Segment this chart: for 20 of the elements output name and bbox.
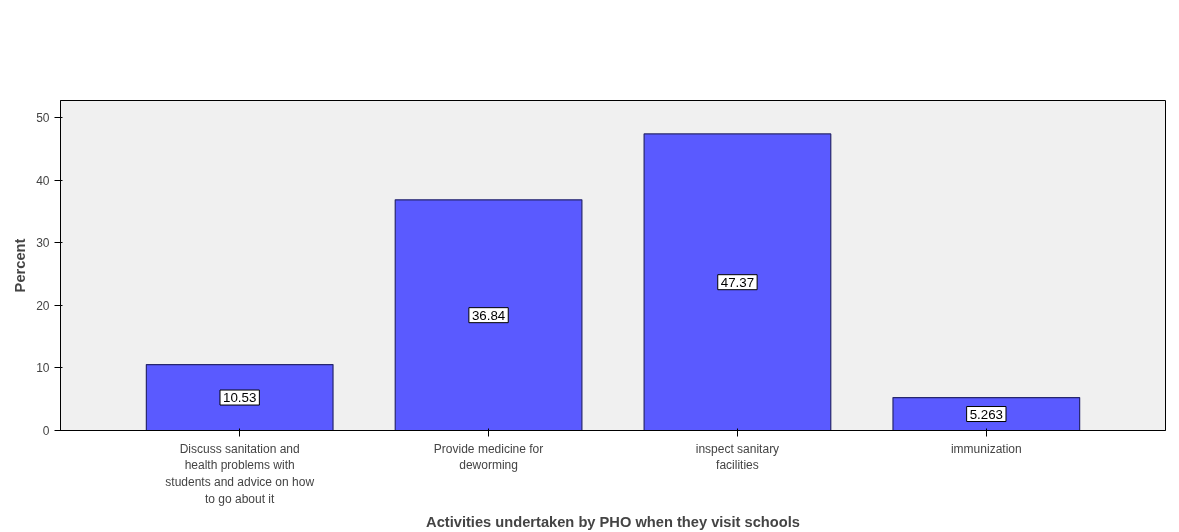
data-label: 47.37 — [720, 274, 755, 290]
y-tick-label: 20 — [36, 298, 50, 313]
x-tick-label: inspect sanitary facilities — [695, 441, 780, 473]
bar — [145, 363, 334, 431]
y-tick-label: 30 — [36, 236, 50, 251]
y-axis-title: Percent — [12, 238, 29, 293]
x-axis-title: Activities undertaken by PHO when they visit schools — [426, 513, 800, 530]
x-tick-label: Discuss sanitation and health problems with students and advice on how to go about it — [165, 441, 315, 506]
data-label: 36.84 — [471, 307, 506, 323]
y-tick-label: 0 — [42, 424, 50, 438]
data-label: 10.53 — [223, 390, 257, 406]
x-tick-label: Provide medicine for deworming — [433, 441, 544, 473]
bar — [892, 396, 1081, 431]
bar — [394, 199, 583, 431]
y-tick-label: 40 — [36, 173, 50, 188]
y-tick-label: 50 — [36, 110, 50, 125]
x-tick-label: immunization — [950, 441, 1022, 456]
y-tick-label: 10 — [36, 361, 50, 376]
bar — [643, 133, 832, 431]
data-label: 5.263 — [969, 406, 1003, 422]
